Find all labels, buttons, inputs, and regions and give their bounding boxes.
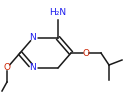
Text: O: O	[4, 64, 10, 72]
Text: O: O	[83, 49, 89, 58]
Text: H₂N: H₂N	[49, 8, 67, 17]
Text: N: N	[30, 64, 36, 72]
Text: N: N	[30, 33, 36, 42]
